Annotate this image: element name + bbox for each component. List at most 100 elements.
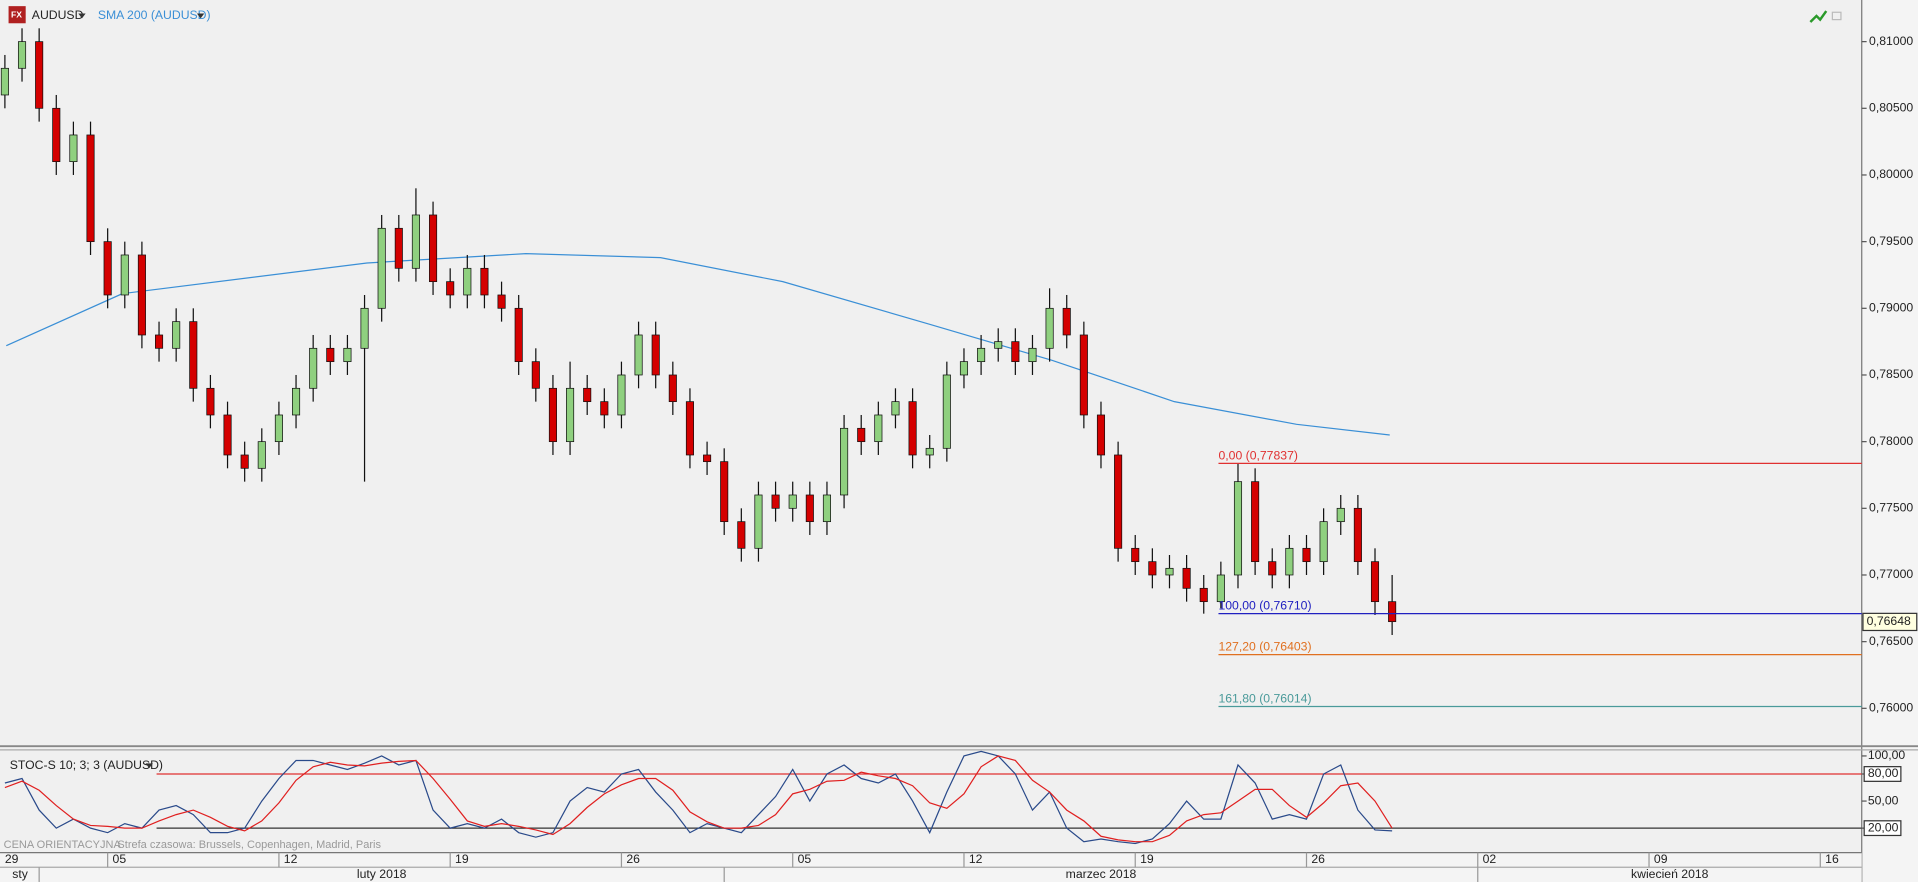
fib-level-label: 0,00 (0,77837) — [1218, 448, 1297, 462]
dropdown-arrow[interactable] — [78, 13, 86, 19]
candle-body — [788, 494, 797, 509]
candle-body — [1114, 454, 1123, 549]
candle-body — [463, 267, 472, 296]
candle-body — [1370, 561, 1380, 603]
fib-level-label: 161,80 (0,76014) — [1218, 691, 1311, 705]
symbol-title[interactable]: AUDUSD — [32, 8, 84, 22]
candle-body — [771, 494, 780, 509]
candle-body — [617, 374, 626, 416]
candle-body — [1285, 547, 1294, 576]
x-tick-label: 16 — [1825, 852, 1839, 866]
candle-body — [480, 267, 489, 296]
last-price-label: 0,76648 — [1867, 614, 1911, 628]
dropdown-arrow[interactable] — [145, 763, 153, 769]
candle-body — [1131, 547, 1140, 563]
candle-body — [103, 241, 112, 296]
candle-body — [274, 414, 283, 443]
x-tick-label: 26 — [626, 852, 640, 866]
candle-body — [651, 334, 660, 376]
candle-body — [206, 387, 215, 416]
candle-body — [137, 254, 146, 336]
candle-body — [600, 401, 609, 416]
overlay-label[interactable]: SMA 200 (AUDUSD) — [98, 8, 211, 22]
trend-icon[interactable] — [1809, 10, 1828, 23]
candle-body — [1079, 334, 1088, 416]
candle-body — [531, 361, 540, 389]
x-tick-label: 09 — [1654, 852, 1668, 866]
candle-body — [1302, 547, 1311, 563]
x-tick-label: 26 — [1311, 852, 1325, 866]
candle-body — [1199, 587, 1208, 603]
indicator-plot — [4, 750, 1862, 845]
price-plot — [0, 28, 1397, 635]
candle-body — [942, 374, 951, 449]
timezone: Strefa czasowa: Brussels, Copenhagen, Ma… — [117, 839, 381, 851]
x-tick-label: 02 — [1483, 852, 1497, 866]
indicator-title[interactable]: STOC-S 10; 3; 3 (AUDUSD) — [10, 758, 163, 772]
candle-body — [1233, 481, 1243, 576]
candle-body — [634, 334, 643, 376]
candle-body — [857, 427, 866, 443]
candle-body — [822, 494, 831, 523]
candle-body — [326, 347, 335, 363]
tick-box — [1863, 766, 1902, 782]
candle-body — [703, 454, 712, 463]
candle-body — [994, 341, 1003, 349]
candle-body — [737, 521, 746, 549]
fib-level-label: 127,20 (0,76403) — [1218, 639, 1311, 653]
candle-body — [514, 307, 523, 363]
candle-body — [548, 387, 557, 443]
candle-body — [1148, 561, 1157, 576]
candle-body — [583, 387, 592, 403]
candle-body — [292, 387, 301, 416]
x-tick-label: 05 — [113, 852, 127, 866]
y-tick-label: 0,76500 — [1869, 634, 1913, 648]
candle-body — [891, 401, 900, 416]
candle-body — [908, 401, 917, 456]
candle-body — [566, 387, 575, 443]
candle-body — [1182, 567, 1191, 589]
y-tick-label: 100,00 — [1868, 748, 1906, 762]
candle-body — [17, 41, 27, 69]
month-label: kwiecień 2018 — [1631, 867, 1709, 881]
y-tick-label: 0,81000 — [1869, 34, 1913, 48]
candle-body — [668, 374, 677, 403]
y-tick-label: 50,00 — [1868, 793, 1899, 807]
y-tick-label: 0,80000 — [1869, 167, 1913, 181]
candle-body — [720, 461, 729, 523]
x-tick-label: 05 — [798, 852, 812, 866]
candle-body — [1096, 414, 1106, 456]
candle-body — [1336, 507, 1345, 523]
window-icon[interactable] — [1831, 11, 1842, 21]
candle-body — [925, 447, 934, 456]
candle-body — [86, 134, 95, 243]
y-tick-label: 0,78000 — [1869, 434, 1913, 448]
candle-body — [959, 361, 969, 376]
candle-body — [805, 494, 814, 523]
month-label: luty 2018 — [357, 867, 407, 881]
x-tick-label: 19 — [1140, 852, 1154, 866]
candle-body — [1062, 307, 1071, 336]
candle-body — [1388, 601, 1397, 623]
candle-body — [446, 281, 455, 296]
candle-body — [223, 414, 232, 456]
dropdown-arrow[interactable] — [196, 13, 205, 19]
candle-body — [377, 227, 386, 309]
month-label: marzec 2018 — [1066, 867, 1137, 881]
sma-line — [6, 253, 1390, 436]
candle-body — [343, 347, 352, 363]
candle-body — [429, 214, 438, 283]
symbol-icon — [8, 6, 26, 24]
month-label: sty — [12, 867, 29, 881]
y-tick-label: 0,79500 — [1869, 234, 1913, 248]
x-tick-label: 12 — [969, 852, 983, 866]
candle-body — [1028, 347, 1037, 363]
candle-body — [257, 441, 266, 469]
x-tick-label: 29 — [5, 852, 19, 866]
y-tick-label: 0,76000 — [1869, 701, 1913, 715]
y-tick-label: 0,77500 — [1869, 501, 1913, 515]
candle-body — [1011, 341, 1020, 363]
candle-body — [240, 454, 249, 469]
candle-body — [754, 494, 763, 549]
